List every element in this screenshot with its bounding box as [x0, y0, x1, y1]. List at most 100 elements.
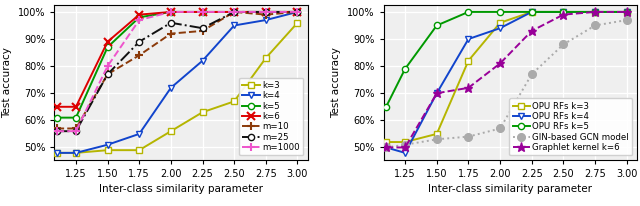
k=6	[294, 11, 301, 13]
OPU RFs k=5	[401, 68, 409, 70]
k=6	[136, 13, 143, 16]
k=6	[53, 105, 61, 108]
m=10	[136, 54, 143, 56]
m=25	[104, 73, 111, 76]
GIN-based GCN model	[433, 138, 440, 140]
OPU RFs k=3	[433, 133, 440, 135]
OPU RFs k=4	[433, 92, 440, 95]
k=5	[167, 11, 175, 13]
X-axis label: Inter-class similarity parameter: Inter-class similarity parameter	[99, 184, 263, 194]
OPU RFs k=4	[496, 27, 504, 29]
m=10	[230, 11, 238, 13]
k=4	[262, 19, 269, 21]
OPU RFs k=5	[433, 24, 440, 27]
OPU RFs k=4	[401, 152, 409, 154]
m=10	[104, 73, 111, 76]
k=4	[104, 144, 111, 146]
Graphlet kernel k=6	[433, 92, 440, 95]
k=6	[167, 11, 175, 13]
GIN-based GCN model	[591, 24, 599, 27]
m=25	[294, 11, 301, 13]
Graphlet kernel k=6	[496, 62, 504, 65]
m=10	[262, 13, 269, 16]
GIN-based GCN model	[528, 73, 536, 76]
m=1000	[294, 11, 301, 13]
OPU RFs k=4	[528, 11, 536, 13]
OPU RFs k=3	[591, 11, 599, 13]
Line: m=10: m=10	[53, 8, 301, 132]
m=10	[53, 127, 61, 130]
OPU RFs k=5	[496, 11, 504, 13]
Line: m=25: m=25	[54, 9, 301, 134]
OPU RFs k=5	[623, 11, 630, 13]
GIN-based GCN model	[382, 146, 390, 149]
Graphlet kernel k=6	[559, 13, 567, 16]
m=1000	[72, 130, 80, 132]
Graphlet kernel k=6	[528, 30, 536, 32]
Line: k=5: k=5	[54, 9, 301, 121]
k=6	[262, 11, 269, 13]
k=3	[104, 149, 111, 151]
Graphlet kernel k=6	[591, 11, 599, 13]
Line: m=1000: m=1000	[53, 8, 301, 135]
k=6	[72, 105, 80, 108]
OPU RFs k=5	[382, 105, 390, 108]
m=25	[230, 11, 238, 13]
k=4	[53, 152, 61, 154]
OPU RFs k=5	[559, 11, 567, 13]
m=1000	[53, 130, 61, 132]
X-axis label: Inter-class similarity parameter: Inter-class similarity parameter	[428, 184, 592, 194]
OPU RFs k=5	[465, 11, 472, 13]
k=5	[262, 11, 269, 13]
OPU RFs k=4	[591, 11, 599, 13]
k=3	[294, 22, 301, 24]
m=1000	[230, 11, 238, 13]
m=1000	[198, 11, 206, 13]
OPU RFs k=4	[623, 11, 630, 13]
Line: k=6: k=6	[53, 8, 301, 111]
k=3	[198, 111, 206, 114]
Line: OPU RFs k=3: OPU RFs k=3	[383, 9, 630, 145]
Graphlet kernel k=6	[382, 146, 390, 149]
k=3	[230, 100, 238, 103]
OPU RFs k=4	[465, 38, 472, 40]
Legend: k=3, k=4, k=5, k=6, m=10, m=25, m=1000: k=3, k=4, k=5, k=6, m=10, m=25, m=1000	[239, 78, 303, 155]
k=3	[262, 57, 269, 59]
k=4	[230, 24, 238, 27]
k=5	[294, 11, 301, 13]
m=10	[167, 32, 175, 35]
m=25	[167, 22, 175, 24]
k=4	[72, 152, 80, 154]
k=5	[53, 116, 61, 119]
GIN-based GCN model	[559, 43, 567, 46]
OPU RFs k=4	[559, 11, 567, 13]
OPU RFs k=3	[465, 60, 472, 62]
Line: k=3: k=3	[54, 20, 301, 156]
OPU RFs k=3	[528, 11, 536, 13]
OPU RFs k=3	[623, 11, 630, 13]
m=1000	[262, 11, 269, 13]
Graphlet kernel k=6	[623, 11, 630, 13]
OPU RFs k=3	[559, 11, 567, 13]
GIN-based GCN model	[623, 19, 630, 21]
m=1000	[104, 65, 111, 67]
k=5	[72, 116, 80, 119]
Graphlet kernel k=6	[401, 146, 409, 149]
OPU RFs k=5	[528, 11, 536, 13]
m=25	[136, 41, 143, 43]
m=10	[72, 127, 80, 130]
k=3	[136, 149, 143, 151]
k=4	[198, 60, 206, 62]
OPU RFs k=3	[401, 141, 409, 143]
Y-axis label: Test accuracy: Test accuracy	[332, 47, 342, 118]
m=10	[294, 11, 301, 13]
Line: Graphlet kernel k=6: Graphlet kernel k=6	[381, 7, 631, 152]
k=4	[294, 11, 301, 13]
Line: OPU RFs k=4: OPU RFs k=4	[383, 9, 630, 156]
k=3	[167, 130, 175, 132]
k=5	[198, 11, 206, 13]
Line: k=4: k=4	[54, 9, 301, 156]
k=5	[136, 16, 143, 19]
m=25	[72, 130, 80, 132]
Line: OPU RFs k=5: OPU RFs k=5	[383, 9, 630, 110]
